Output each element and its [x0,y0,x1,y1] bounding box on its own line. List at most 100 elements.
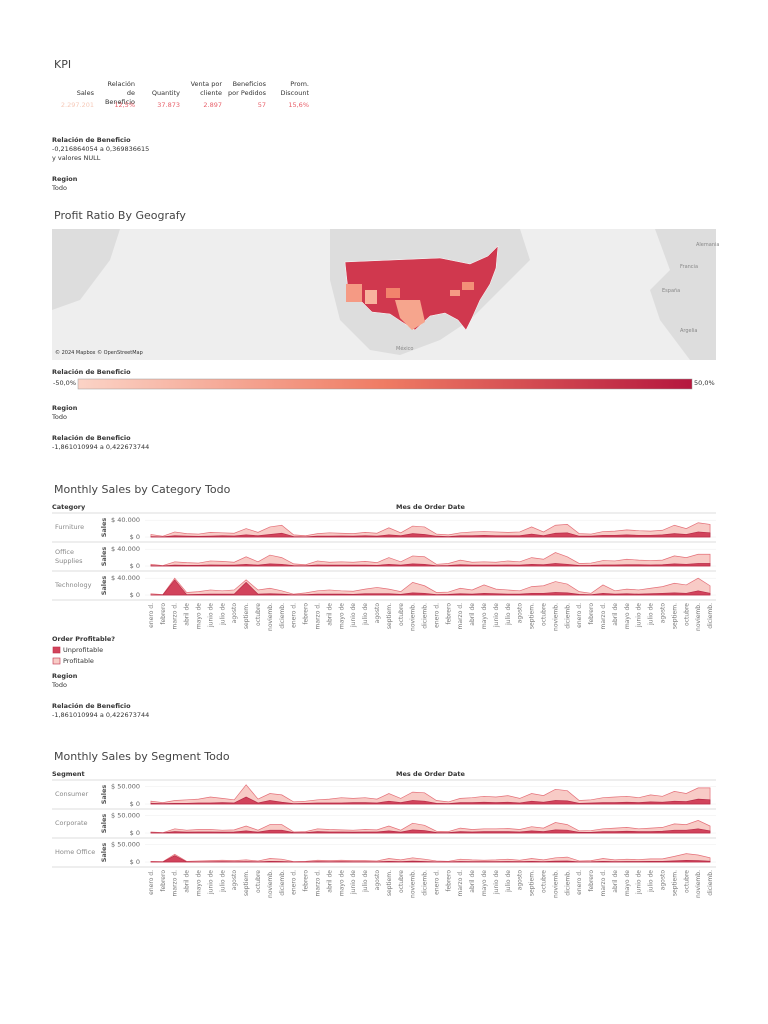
kpi-title: KPI [54,58,72,71]
row-header: Segment [52,770,85,778]
x-tick-label: agosto [374,870,381,891]
x-tick-label: marzo d. [172,603,179,630]
x-tick-label: octubre [683,870,690,893]
x-tick-label: marzo d. [457,603,464,630]
kpi-header: Prom. Discount [280,80,309,97]
x-tick-label: agosto [374,603,381,624]
legend-swatch [52,657,61,665]
row-label: Corporate [55,819,88,827]
x-tick-label: julio de [219,603,226,626]
state [450,290,460,296]
row-label: Home Office [55,848,96,856]
filter-value: -1,861010994 a 0,422673744 [52,443,150,451]
y-tick-label: $ 50.000 [111,841,140,849]
x-tick-label: diciemb. [707,870,714,896]
legend-title: Order Profitable? [52,635,116,643]
filter-label: Region [52,672,78,680]
y-tick-label: $ 0 [130,829,140,837]
kpi-value: 57 [257,101,266,109]
x-tick-label: diciemb. [422,603,429,629]
x-tick-label: marzo d. [600,870,607,897]
map-place: España [662,288,681,294]
x-tick-label: febrero [588,870,595,892]
area [150,828,711,834]
x-tick-label: febrero [303,603,310,625]
filter-label: Region [52,175,78,183]
x-tick-label: enero d. [433,870,440,895]
x-tick-label: abril de [184,603,191,626]
x-tick-label: diciemb. [564,603,571,629]
x-tick-label: septiem. [529,603,536,629]
x-tick-label: abril de [326,603,333,626]
x-tick-label: noviemb. [267,870,274,898]
x-tick-label: abril de [612,870,619,893]
x-tick-label: abril de [326,870,333,893]
x-tick-label: agosto [517,603,524,624]
x-tick-label: octubre [541,870,548,893]
x-tick-label: junio de [636,870,643,895]
x-tick-label: junio de [350,603,357,628]
x-tick-label: mayo de [196,603,203,629]
x-tick-label: marzo d. [172,870,179,897]
x-tick-label: marzo d. [314,870,321,897]
state [462,282,474,290]
x-tick-label: febrero [160,870,167,892]
x-tick-label: mayo de [338,603,345,629]
kpi-value: 15,6% [288,101,309,109]
x-tick-label: enero d. [148,870,155,895]
x-tick-label: enero d. [291,603,298,628]
y-tick-label: $ 40.000 [111,545,140,553]
x-tick-label: octubre [255,603,262,626]
x-tick-label: julio de [505,870,512,893]
y-tick-label: $ 0 [130,591,140,599]
axis-label: Sales [100,547,108,567]
x-tick-label: agosto [659,870,666,891]
legend-swatch [52,646,61,654]
kpi-header: Sales [76,89,94,97]
filter-value: y valores NULL [52,154,101,162]
x-tick-label: marzo d. [314,603,321,630]
state [386,288,400,298]
state [346,284,362,302]
row-label: Office Supplies [55,547,83,565]
x-tick-label: agosto [517,870,524,891]
row-label: Furniture [55,523,85,531]
x-tick-label: septiem. [386,870,393,896]
area [150,579,711,596]
x-tick-label: julio de [362,870,369,893]
x-tick-label: octubre [255,870,262,893]
y-tick-label: $ 50.000 [111,783,140,791]
y-tick-label: $ 40.000 [111,516,140,524]
axis-label: Sales [100,785,108,805]
area [150,853,711,863]
axis-label: Sales [100,576,108,596]
x-tick-label: julio de [362,603,369,626]
area [150,796,711,805]
filter-value: Todo [52,413,67,421]
x-tick-label: marzo d. [457,870,464,897]
map-place: Francia [680,264,699,270]
column-header: Mes de Order Date [396,503,465,511]
x-tick-label: abril de [469,603,476,626]
x-tick-label: octubre [398,870,405,893]
state [365,290,377,304]
x-tick-label: enero d. [576,603,583,628]
x-tick-label: septiem. [529,870,536,896]
area [150,784,711,805]
row-label: Consumer [55,790,89,798]
axis-label: Sales [100,518,108,538]
map-place: Argelia [680,328,698,334]
area [150,577,711,596]
filter-label: Relación de Beneficio [52,702,131,710]
map-place: Alemania [696,242,720,248]
y-tick-label: $ 0 [130,562,140,570]
x-tick-label: abril de [184,870,191,893]
x-tick-label: febrero [588,603,595,625]
x-tick-label: mayo de [481,870,488,896]
kpi-header: Relación de Beneficio [104,80,135,106]
kpi-value: 2.897 [203,101,222,109]
x-tick-label: enero d. [291,870,298,895]
filter-value: -1,861010994 a 0,422673744 [52,711,150,719]
